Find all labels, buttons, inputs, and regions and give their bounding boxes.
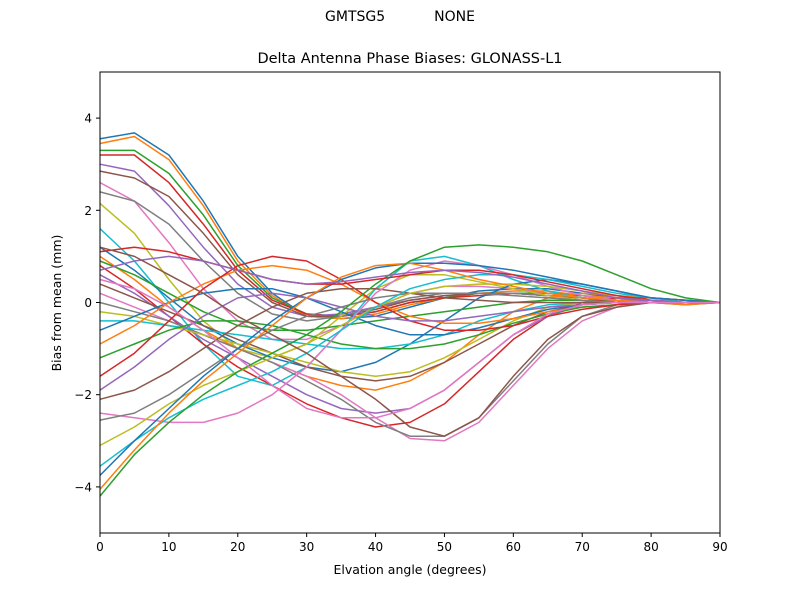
- x-tick-label: 70: [575, 540, 590, 554]
- x-tick-label: 90: [712, 540, 727, 554]
- x-axis-label: Elvation angle (degrees): [333, 562, 486, 577]
- series-line-36: [99, 246, 720, 437]
- series-line-27: [99, 260, 720, 424]
- series-line-33: [99, 244, 721, 497]
- chart-title: Delta Antenna Phase Biases: GLONASS-L1: [257, 51, 562, 67]
- x-tick-label: 0: [96, 540, 104, 554]
- series-line-17: [99, 292, 720, 442]
- series-line-3: [100, 149, 720, 318]
- x-tick-label: 20: [230, 540, 245, 554]
- y-tick-label: 4: [84, 112, 92, 126]
- x-tick-label: 80: [643, 540, 658, 554]
- series-line-28: [99, 292, 720, 421]
- x-tick-label: 40: [368, 540, 383, 554]
- series-line-1: [99, 132, 721, 320]
- x-tick-label: 10: [161, 540, 176, 554]
- y-tick-label: −2: [74, 388, 92, 402]
- series-line-19: [99, 301, 720, 378]
- series-line-30: [99, 274, 720, 467]
- series-line-2: [99, 135, 721, 320]
- x-tick-label: 50: [437, 540, 452, 554]
- plot-frame: [99, 71, 721, 534]
- series-layer: [99, 132, 721, 497]
- x-tick-label: 60: [506, 540, 521, 554]
- y-axis-label: Bias from mean (mm): [49, 235, 64, 372]
- tick-layer: 0 10 20 30 40 50 60 70 80 90 −4 −2 0 2 4: [74, 112, 727, 554]
- x-tick-label: 30: [299, 540, 314, 554]
- y-tick-label: 2: [84, 204, 92, 218]
- series-line-35: [99, 255, 720, 304]
- y-tick-label: 0: [84, 296, 92, 310]
- series-line-37: [99, 278, 720, 419]
- series-line-32: [99, 262, 720, 490]
- y-tick-label: −4: [74, 480, 92, 494]
- figure-suptitle: GMTSG5 NONE: [325, 9, 475, 25]
